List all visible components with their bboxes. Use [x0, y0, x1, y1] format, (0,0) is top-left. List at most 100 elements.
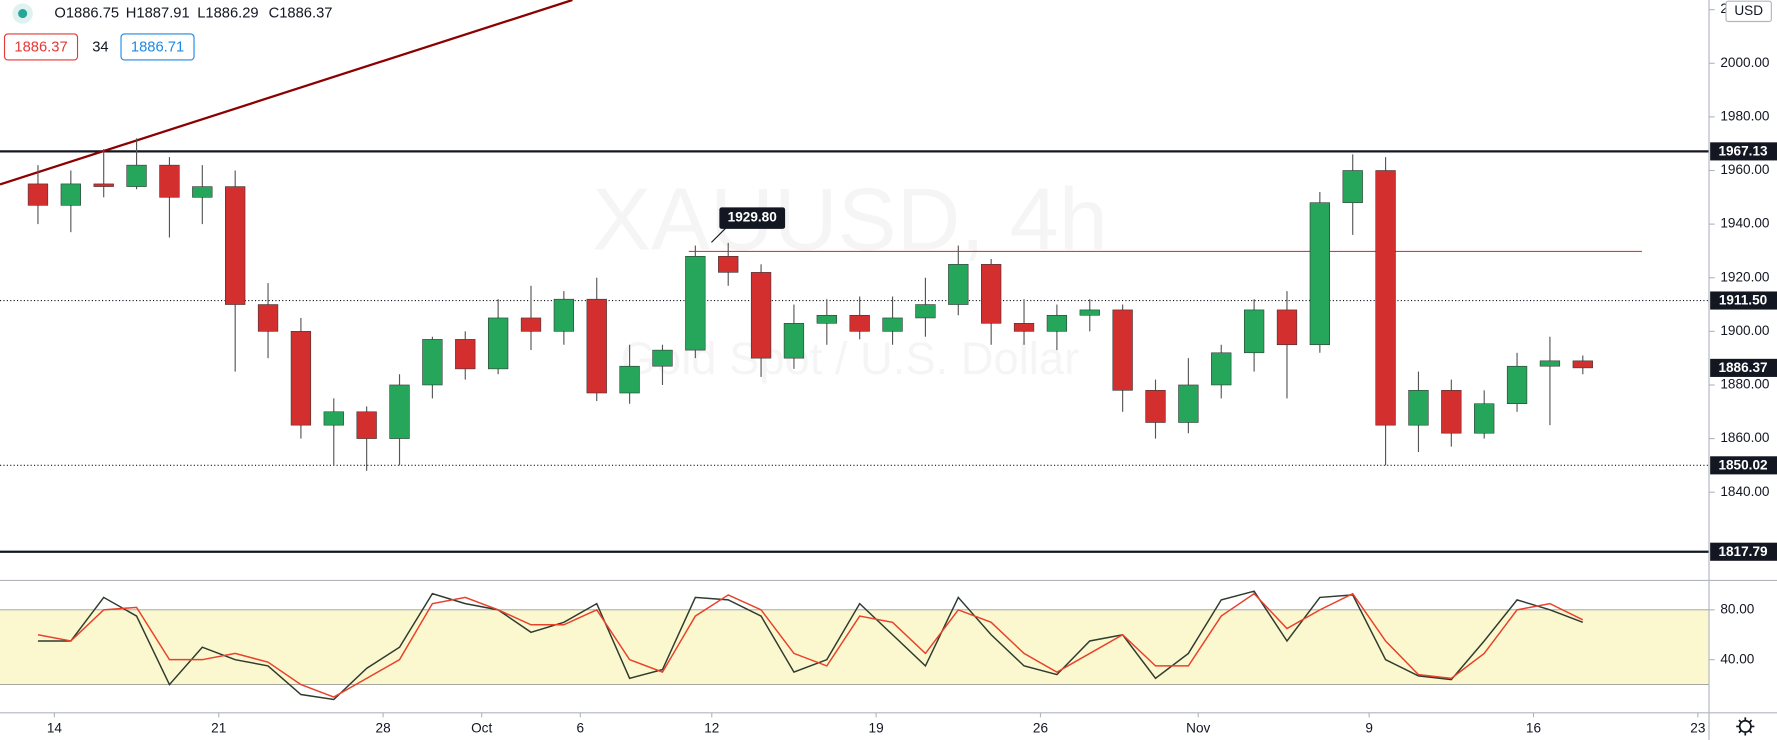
candle-body [1145, 390, 1166, 423]
stoch-line [37, 592, 1584, 698]
stoch-pane [37, 590, 1584, 701]
candle-body [750, 272, 772, 359]
candle-body [1375, 170, 1396, 426]
badge-label: 34 [92, 39, 108, 55]
x-tick-label: 23 [1690, 720, 1705, 735]
y-tick-label: 1920.00 [1720, 269, 1770, 284]
candle-body [1013, 323, 1035, 332]
y-tick-label: 1880.00 [1720, 377, 1770, 392]
y-tick-label: 40.00 [1720, 651, 1754, 666]
candle-body [192, 186, 213, 198]
candle-body [1441, 390, 1462, 434]
legend-header: O1886.75 H1887.91 L1886.29 C1886.37 1886.37 3… [3, 3, 333, 61]
candle-body [586, 298, 607, 394]
badge-box [120, 33, 195, 61]
y-tick-label: 1960.00 [1720, 162, 1770, 177]
badge-label: 1886.71 [131, 39, 184, 55]
currency-label: USD [1734, 3, 1763, 18]
candle-body [1474, 403, 1495, 434]
trend-line [0, 0, 573, 186]
candle-body [1539, 360, 1561, 367]
stoch-line [37, 590, 1584, 701]
y-tick-label: 1900.00 [1720, 323, 1770, 338]
candle-body [685, 256, 706, 351]
ohlc-value: O1886.75 [54, 5, 119, 21]
candle-body [27, 183, 49, 206]
callout-label: 1929.80 [728, 210, 777, 225]
candle-body [1243, 309, 1265, 354]
candle-body [159, 164, 180, 198]
candle-body [389, 384, 410, 439]
candle-body [849, 314, 870, 332]
candle-body [816, 314, 837, 324]
callout-pointer [711, 227, 727, 243]
candle-body [1408, 390, 1429, 426]
x-tick-label: Oct [471, 720, 492, 735]
candle-body [1572, 360, 1593, 369]
price-tag [1710, 358, 1777, 377]
candle-body [93, 183, 114, 187]
candle-body [1178, 384, 1199, 423]
candle-body [783, 323, 805, 359]
candle-body [520, 317, 542, 332]
x-tick-label: 26 [1033, 720, 1048, 735]
x-tick-label: 12 [704, 720, 719, 735]
candle-body [356, 411, 377, 439]
overlay: 1929.80 1967.13 1911.50 1886.37 1850.02 1817.… [711, 142, 1777, 561]
price-tag-label: 1817.79 [1718, 544, 1768, 559]
candle-body [1112, 309, 1133, 391]
candle-body [422, 339, 443, 386]
settings-icon[interactable] [1736, 717, 1755, 736]
price-pane [0, 0, 1710, 553]
status-dot [18, 9, 28, 19]
candle-body [60, 183, 81, 206]
x-tick-label: 19 [869, 720, 884, 735]
y-tick-label: 1840.00 [1720, 484, 1770, 499]
candle-body [1079, 309, 1100, 316]
candle-body [553, 298, 575, 332]
ohlc-value: C1886.37 [269, 5, 333, 21]
candle-body [225, 186, 246, 305]
badge-box [3, 33, 79, 61]
price-tag-label: 1850.02 [1718, 458, 1768, 473]
candle-body [1211, 352, 1232, 386]
x-tick-label: 9 [1365, 720, 1373, 735]
candle-body [718, 256, 739, 273]
candle-body [126, 164, 147, 187]
price-tag [1710, 542, 1777, 561]
x-tick-label: 28 [376, 720, 391, 735]
x-tick-label: 21 [211, 720, 226, 735]
x-tick-label: 14 [47, 720, 63, 735]
price-tag-label: 1967.13 [1718, 144, 1768, 159]
candle-body [323, 411, 344, 426]
price-tag [1710, 456, 1777, 475]
price-tag [1710, 142, 1777, 161]
candle-body [257, 304, 279, 332]
y-tick-label: 1860.00 [1720, 430, 1770, 445]
candle-body [290, 331, 312, 426]
candle-body [455, 339, 476, 370]
currency-box [1725, 0, 1772, 23]
ohlc-value: L1886.29 [197, 5, 258, 21]
x-tick-label: 16 [1526, 720, 1541, 735]
y-tick-label: 80.00 [1720, 601, 1754, 616]
price-tag [1710, 291, 1777, 310]
callout-box [719, 207, 786, 229]
candle-body [1342, 170, 1363, 203]
candle-body [915, 304, 936, 319]
candle-body [1506, 365, 1528, 405]
y-tick-label: 1940.00 [1720, 216, 1770, 231]
x-tick-label: Nov [1186, 720, 1210, 735]
candle-body [1276, 309, 1298, 346]
y-tick-label: 2000.00 [1720, 55, 1770, 70]
watermark-title: XAUUSD, 4h [592, 170, 1108, 269]
candle-body [487, 317, 509, 370]
candle-body [1046, 314, 1068, 332]
stoch-band-layer [0, 609, 1710, 686]
badge-label: 1886.37 [14, 39, 67, 55]
price-tag-label: 1886.37 [1718, 360, 1767, 375]
